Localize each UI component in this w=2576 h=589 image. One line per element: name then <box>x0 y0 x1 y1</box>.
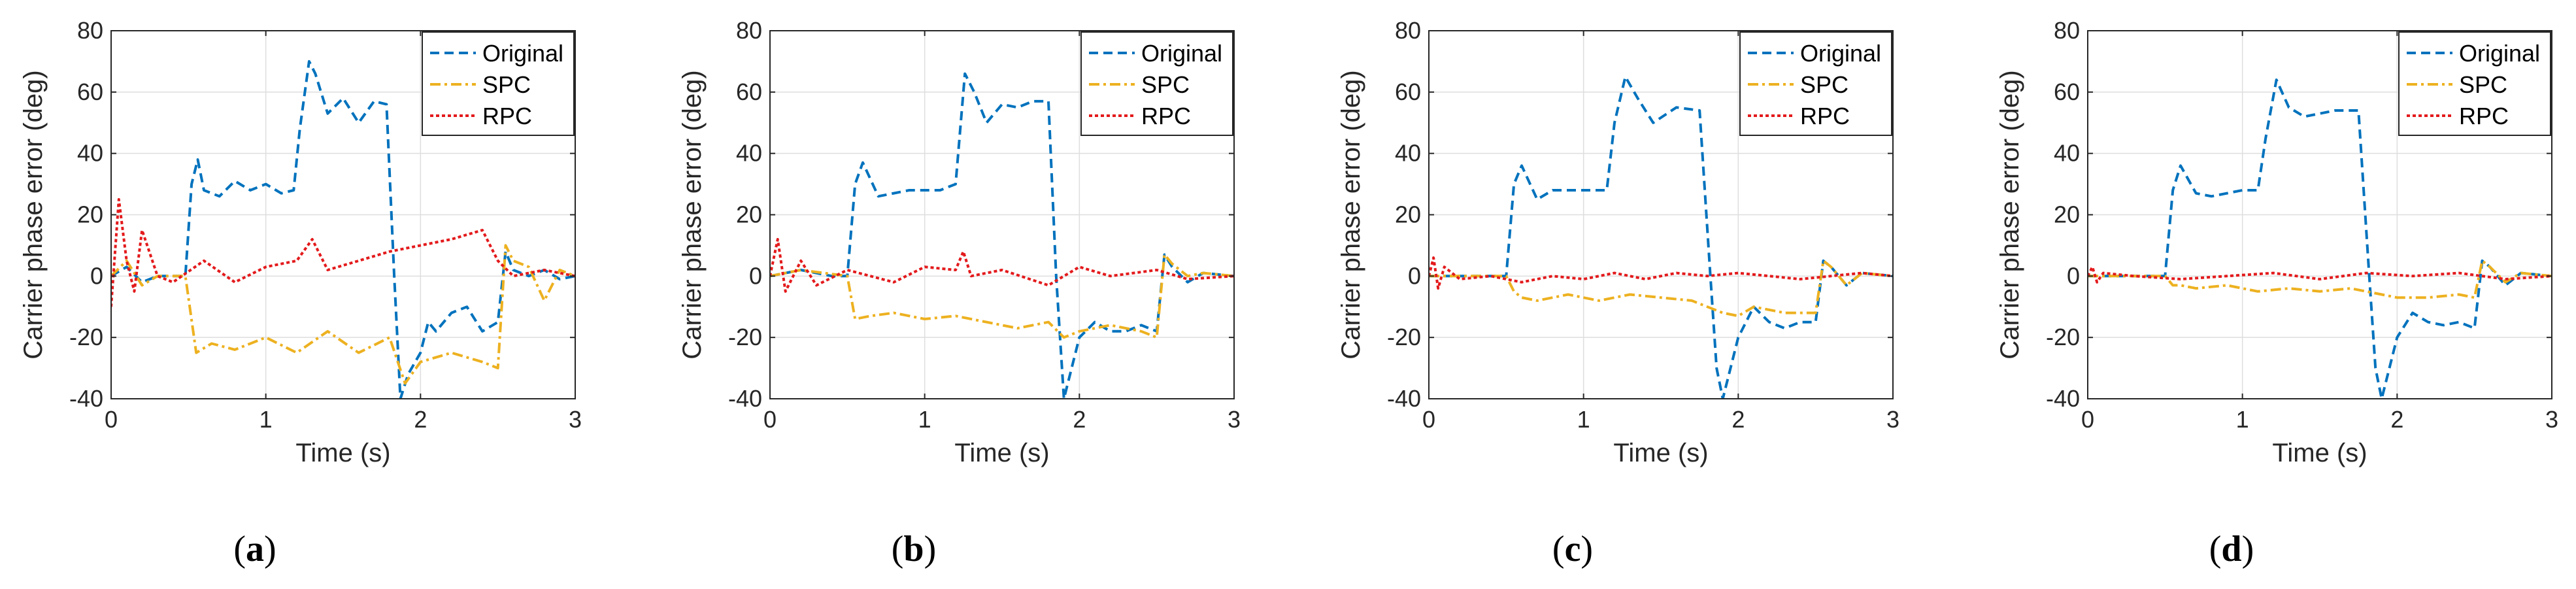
legend-box <box>1739 31 1892 136</box>
legend: Original SPC RPC <box>1739 31 1892 136</box>
legend-label-spc: SPC <box>1800 71 1848 98</box>
y-tick-label: 0 <box>2067 262 2080 289</box>
y-tick-label: 20 <box>736 201 762 228</box>
x-tick-label: 3 <box>1228 406 1241 433</box>
x-axis-label: Time (s) <box>1613 439 1708 467</box>
legend-box <box>422 31 575 136</box>
chart-panel-c: -40 -20 0 20 40 60 80 0 1 2 3 Time (s) Carrier phase… <box>1337 17 1899 569</box>
legend-label-original: Original <box>482 40 563 67</box>
legend-label-rpc: RPC <box>1141 103 1191 129</box>
y-tick-label: -20 <box>2046 324 2080 350</box>
x-tick-label: 2 <box>1073 406 1086 433</box>
x-tick-label: 0 <box>105 406 118 433</box>
y-axis-label: Carrier phase error (deg) <box>19 70 48 359</box>
panel-letter: b <box>903 529 924 569</box>
x-tick-label: 0 <box>763 406 777 433</box>
series-line-original <box>111 59 575 399</box>
x-tick-label: 2 <box>414 406 427 433</box>
y-tick-label: -40 <box>2046 385 2080 412</box>
series-line-spc <box>2088 259 2552 299</box>
y-axis-label: Carrier phase error (deg) <box>678 70 707 359</box>
panel-caption: (c) <box>1552 529 1593 569</box>
x-tick-label: 1 <box>918 406 931 433</box>
x-axis-label: Time (s) <box>2272 439 2367 467</box>
series-line-rpc <box>111 198 575 307</box>
panel-caption: (b) <box>892 529 936 569</box>
chart-panel-a: -40 -20 0 20 40 60 80 0 1 2 3 Time (s) Carrier phase… <box>19 17 582 569</box>
x-tick-label: 0 <box>1422 406 1435 433</box>
series-line-rpc <box>1429 256 1893 290</box>
x-axis-label: Time (s) <box>295 439 390 467</box>
legend-label-spc: SPC <box>482 71 531 98</box>
legend-label-rpc: RPC <box>2459 103 2509 129</box>
y-tick-label: -20 <box>69 324 103 350</box>
chart-panel-b: -40 -20 0 20 40 60 80 0 1 2 3 Time (s) Carrier phase… <box>678 17 1241 569</box>
chart-panel-d: -40 -20 0 20 40 60 80 0 1 2 3 Time (s) Carrier phase… <box>1996 17 2558 569</box>
panel-letter: c <box>1565 529 1581 569</box>
y-tick-label: -20 <box>1387 324 1421 350</box>
y-tick-label: 80 <box>77 17 103 44</box>
legend: Original SPC RPC <box>1080 31 1233 136</box>
legend: Original SPC RPC <box>2398 31 2551 136</box>
x-tick-label: 2 <box>1731 406 1745 433</box>
y-tick-label: -20 <box>728 324 762 350</box>
y-tick-label: 40 <box>736 140 762 167</box>
y-axis-label: Carrier phase error (deg) <box>1337 70 1365 359</box>
series-group <box>1429 75 1893 399</box>
y-tick-label: -40 <box>69 385 103 412</box>
legend-label-original: Original <box>2459 40 2540 67</box>
panel-caption: (d) <box>2209 529 2254 569</box>
legend-box <box>2398 31 2551 136</box>
legend-box <box>1080 31 1233 136</box>
x-tick-label: 3 <box>569 406 582 433</box>
y-tick-label: -40 <box>728 385 762 412</box>
x-tick-label: 3 <box>1886 406 1899 433</box>
series-line-original <box>2088 78 2552 399</box>
x-tick-label: 1 <box>1577 406 1590 433</box>
x-axis-label: Time (s) <box>954 439 1049 467</box>
y-tick-label: 20 <box>2054 201 2080 228</box>
y-tick-label: 40 <box>77 140 103 167</box>
series-line-rpc <box>2088 265 2552 284</box>
legend-label-rpc: RPC <box>482 103 532 129</box>
y-tick-label: 60 <box>2054 78 2080 105</box>
y-tick-label: 80 <box>1395 17 1421 44</box>
legend-label-rpc: RPC <box>1800 103 1850 129</box>
x-tick-label: 1 <box>2236 406 2249 433</box>
y-tick-label: 60 <box>77 78 103 105</box>
y-tick-label: 40 <box>2054 140 2080 167</box>
series-line-spc <box>1429 259 1893 318</box>
series-group <box>2088 78 2552 399</box>
y-tick-label: -40 <box>1387 385 1421 412</box>
y-tick-label: 0 <box>749 262 762 289</box>
legend-label-spc: SPC <box>1141 71 1190 98</box>
y-tick-label: 20 <box>77 201 103 228</box>
y-tick-label: 80 <box>2054 17 2080 44</box>
y-axis-label: Carrier phase error (deg) <box>1996 70 2024 359</box>
panel-letter: a <box>246 529 264 569</box>
series-group <box>770 72 1234 399</box>
legend: Original SPC RPC <box>422 31 575 136</box>
y-tick-label: 40 <box>1395 140 1421 167</box>
x-tick-label: 0 <box>2081 406 2094 433</box>
y-tick-label: 0 <box>90 262 103 289</box>
legend-label-original: Original <box>1800 40 1881 67</box>
legend-label-original: Original <box>1141 40 1222 67</box>
y-tick-label: 20 <box>1395 201 1421 228</box>
series-group <box>111 59 575 399</box>
panel-letter: d <box>2221 529 2241 569</box>
series-line-spc <box>770 253 1234 339</box>
series-line-rpc <box>770 238 1234 293</box>
y-tick-label: 0 <box>1408 262 1421 289</box>
series-line-spc <box>111 244 575 385</box>
x-tick-label: 3 <box>2545 406 2558 433</box>
y-tick-label: 60 <box>736 78 762 105</box>
y-tick-label: 60 <box>1395 78 1421 105</box>
y-tick-label: 80 <box>736 17 762 44</box>
x-tick-label: 2 <box>2390 406 2403 433</box>
x-tick-label: 1 <box>259 406 273 433</box>
legend-label-spc: SPC <box>2459 71 2507 98</box>
panel-caption: (a) <box>233 529 276 569</box>
